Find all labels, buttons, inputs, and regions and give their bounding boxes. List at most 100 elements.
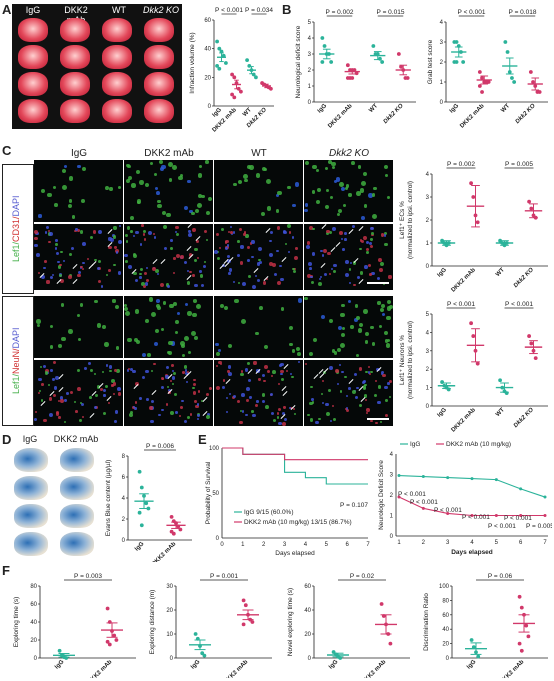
cell-dot xyxy=(330,195,334,199)
cell-dot xyxy=(89,236,93,240)
data-point xyxy=(178,527,183,532)
cell-dot xyxy=(145,183,150,188)
cell-dot xyxy=(239,409,242,412)
cell-dot xyxy=(333,263,337,268)
p-value: P = 0.001 xyxy=(210,573,238,580)
cell-dot xyxy=(185,302,189,307)
cell-dot xyxy=(333,269,337,273)
cell-dot xyxy=(82,242,87,246)
cell-dot xyxy=(69,390,73,394)
legend-mab: DKK2 mAb (10 mg/kg) xyxy=(446,441,511,448)
score-point xyxy=(519,487,523,491)
cell-dot xyxy=(135,279,139,283)
cell-dot xyxy=(247,246,250,250)
data-point xyxy=(471,195,476,199)
cell-dot xyxy=(331,404,335,408)
cell-dot xyxy=(112,382,117,386)
data-point xyxy=(375,52,380,56)
cell-dot xyxy=(285,370,288,373)
cell-dot xyxy=(142,285,147,289)
cell-dot xyxy=(166,212,171,217)
cell-dot xyxy=(87,361,91,365)
data-point xyxy=(522,612,526,617)
cell-dot xyxy=(243,174,249,180)
cell-dot xyxy=(361,180,366,186)
cell-dot xyxy=(321,401,324,404)
cell-dot xyxy=(272,262,277,267)
micrograph-tile xyxy=(214,296,303,358)
arrow-marker xyxy=(358,279,364,285)
score-point xyxy=(446,511,450,515)
arrow-marker xyxy=(247,369,253,375)
cell-dot xyxy=(363,236,368,241)
arrow-marker xyxy=(183,374,189,380)
cell-dot xyxy=(282,421,286,426)
cell-dot xyxy=(199,274,204,278)
brain-slice-red xyxy=(144,18,174,42)
cell-dot xyxy=(59,396,64,401)
cell-dot xyxy=(246,399,250,403)
p-value: P = 0.06 xyxy=(488,573,513,580)
cell-dot xyxy=(228,372,232,377)
cell-dot xyxy=(325,188,329,192)
cell-dot xyxy=(68,253,72,257)
cell-dot xyxy=(367,365,371,369)
x-tick-label: WT xyxy=(495,267,506,278)
data-point xyxy=(139,485,144,490)
brain-slice-red xyxy=(60,45,90,69)
cell-dot xyxy=(361,380,365,384)
cell-dot xyxy=(67,329,73,334)
cell-dot xyxy=(175,319,180,324)
cell-dot xyxy=(170,341,176,346)
cell-dot xyxy=(261,393,266,397)
cell-dot xyxy=(304,208,308,213)
cell-dot xyxy=(49,345,54,350)
cell-dot xyxy=(360,215,365,220)
cell-dot xyxy=(232,182,237,187)
cell-dot xyxy=(311,280,314,284)
cell-dot xyxy=(264,365,268,370)
cell-dot xyxy=(124,306,129,311)
data-point xyxy=(526,634,531,639)
cell-dot xyxy=(149,161,154,166)
cell-dot xyxy=(112,299,116,303)
cell-dot xyxy=(100,387,104,391)
y-tick-label: 0 xyxy=(208,104,212,110)
cell-dot xyxy=(307,414,310,417)
arrow-marker xyxy=(58,387,64,393)
data-point xyxy=(480,76,484,80)
cell-dot xyxy=(146,398,150,402)
cell-dot xyxy=(347,299,352,304)
cell-dot xyxy=(275,249,279,253)
cell-dot xyxy=(344,273,349,278)
arrow-marker xyxy=(98,382,104,388)
panel-label-a: A xyxy=(2,2,12,17)
cell-dot xyxy=(251,240,255,244)
cell-dot xyxy=(330,267,333,270)
cell-dot xyxy=(114,410,119,414)
data-point xyxy=(533,356,538,361)
data-point xyxy=(250,620,255,624)
cell-dot xyxy=(265,405,270,409)
cell-dot xyxy=(57,260,60,264)
y-tick-label: 0 xyxy=(446,656,450,662)
cell-dot xyxy=(77,387,81,392)
cell-dot xyxy=(348,268,352,272)
y-tick-label: 20 xyxy=(304,632,311,638)
arrow-marker xyxy=(40,400,46,406)
arrow-marker xyxy=(72,278,78,284)
cell-dot xyxy=(339,363,342,366)
brain-slice-red xyxy=(60,18,90,42)
panel-label-d: D xyxy=(2,432,12,447)
data-point xyxy=(388,641,393,646)
cell-dot xyxy=(289,325,294,330)
cell-dot xyxy=(333,351,338,355)
cell-dot xyxy=(384,165,389,170)
cell-dot xyxy=(370,370,373,374)
micrograph-tile xyxy=(304,360,393,426)
cell-dot xyxy=(254,274,257,277)
data-point xyxy=(477,70,482,74)
arrow-marker xyxy=(225,262,230,268)
label-dapi: DAPI xyxy=(11,195,21,217)
cell-dot xyxy=(112,235,117,239)
